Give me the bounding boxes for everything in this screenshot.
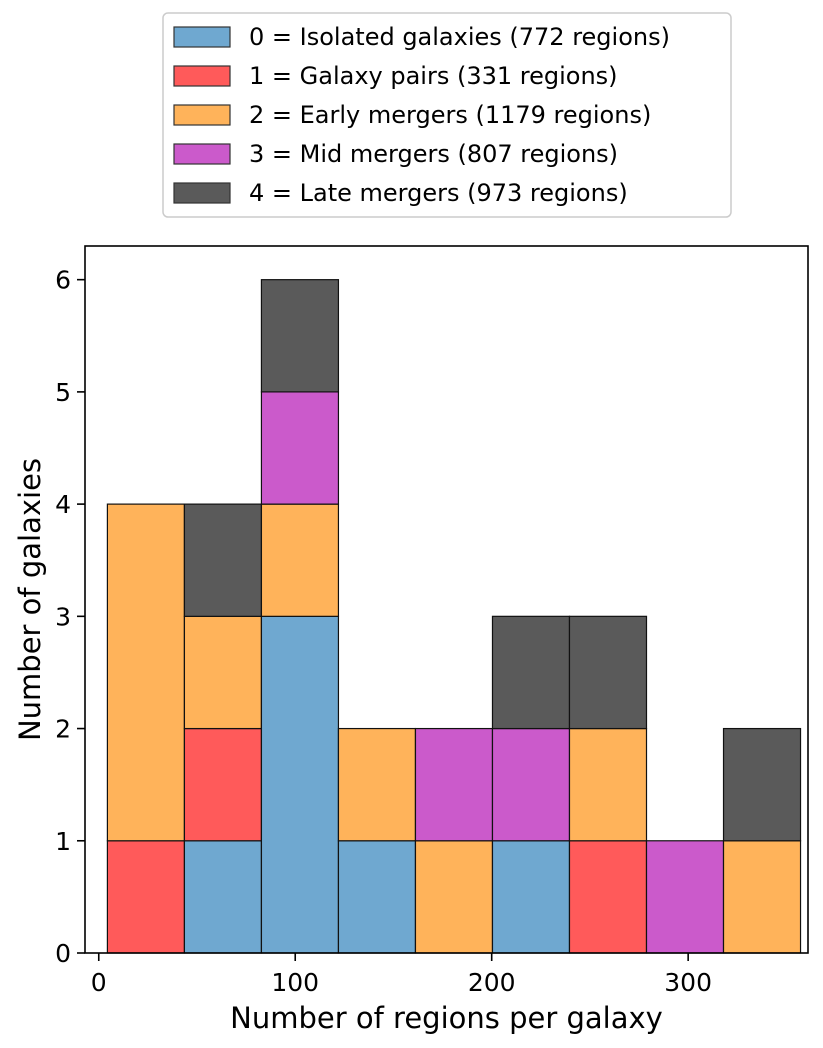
y-tick-label: 4 (55, 490, 71, 519)
y-tick-label: 3 (55, 602, 71, 631)
legend-swatch-3 (173, 143, 231, 165)
bar-series-3-bin-4 (414, 727, 494, 842)
bar-series-2-bin-4 (414, 840, 494, 954)
x-tick-label: 300 (664, 968, 712, 997)
x-tick-label: 200 (468, 968, 516, 997)
legend: 0 = Isolated galaxies (772 regions) 1 = G… (162, 12, 732, 218)
legend-box (162, 12, 732, 218)
bar-series-0-bin-2 (260, 615, 340, 954)
plot-frame (84, 245, 809, 954)
y-tick-label: 6 (55, 266, 71, 295)
bar-series-0-bin-1 (183, 840, 263, 954)
bar-series-1-bin-1 (183, 727, 263, 842)
bar-series-1-bin-6 (568, 840, 648, 954)
legend-label-0: 0 = Isolated galaxies (772 regions) (249, 23, 670, 51)
bar-series-3-bin-2 (260, 391, 340, 505)
legend-swatch-0 (173, 26, 231, 48)
bar-series-1-bin-0 (106, 840, 186, 954)
x-axis: 0 100 200 300 (91, 953, 712, 997)
y-axis-title: Number of galaxies (13, 458, 47, 741)
y-axis: 0 1 2 3 4 5 6 (55, 266, 85, 968)
bar-series-2-bin-2 (260, 503, 340, 617)
legend-label-3: 3 = Mid mergers (807 regions) (249, 140, 618, 168)
bar-series-0-bin-5 (491, 840, 571, 954)
bar-series-3-bin-5 (491, 727, 571, 842)
legend-label-4: 4 = Late mergers (973 regions) (249, 179, 628, 207)
bar-series-2-bin-3 (337, 727, 417, 842)
bar-series-2-bin-8 (722, 840, 802, 954)
legend-swatch-4 (173, 182, 231, 204)
x-axis-title: Number of regions per galaxy (230, 1001, 663, 1035)
bars-group (106, 279, 802, 954)
legend-swatch-1 (173, 65, 231, 87)
legend-swatch-2 (173, 104, 231, 126)
y-tick-label: 2 (55, 715, 71, 744)
bar-series-4-bin-5 (491, 615, 571, 730)
bar-series-4-bin-1 (183, 503, 263, 617)
bar-series-4-bin-8 (722, 727, 802, 842)
y-tick-label: 1 (55, 827, 71, 856)
bar-series-2-bin-1 (183, 615, 263, 730)
bar-series-0-bin-3 (337, 840, 417, 954)
bar-series-2-bin-0 (106, 503, 186, 842)
y-tick-label: 0 (55, 939, 71, 968)
bar-series-4-bin-6 (568, 615, 648, 730)
legend-label-2: 2 = Early mergers (1179 regions) (249, 101, 651, 129)
x-tick-label: 0 (91, 968, 107, 997)
legend-label-1: 1 = Galaxy pairs (331 regions) (249, 62, 618, 90)
bar-series-2-bin-6 (568, 727, 648, 842)
bar-series-3-bin-7 (645, 840, 725, 954)
bar-series-4-bin-2 (260, 279, 340, 393)
y-tick-label: 5 (55, 378, 71, 407)
x-tick-label: 100 (271, 968, 319, 997)
